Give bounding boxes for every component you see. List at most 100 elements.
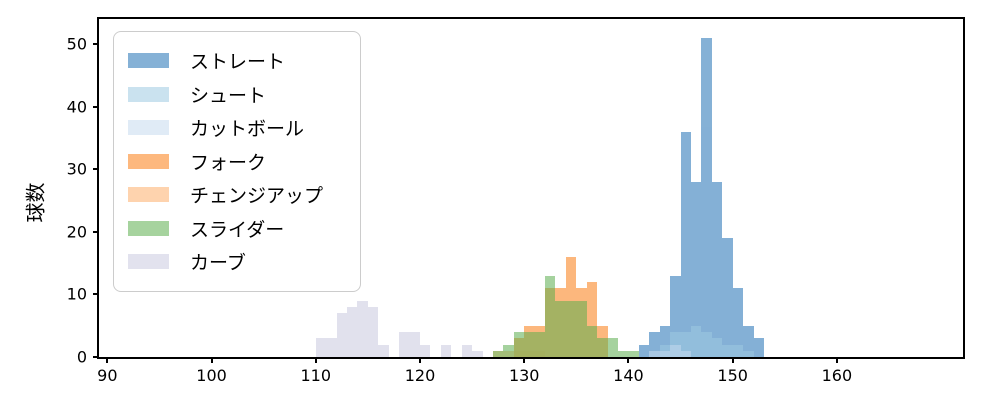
histogram-bar [722,344,733,357]
legend-box: ストレートシュートカットボール フォークチェンジアップ スライダーカーブ [113,31,361,292]
legend-item-1: シュート [128,78,346,112]
histogram-bar [743,350,754,357]
x-tick-label: 120 [404,366,436,385]
histogram-bar [586,281,598,357]
histogram-bar [711,181,723,357]
x-tick-label: 90 [97,366,118,385]
histogram-bar [680,131,691,357]
series-layer-0 [99,19,963,357]
x-tick-label: 130 [508,366,540,385]
histogram-bar [690,181,702,357]
histogram-bar [732,288,744,357]
y-tick-label: 40 [66,97,87,117]
y-tick-mark [93,230,99,233]
y-axis-label: 球数 [23,182,48,223]
legend-label: スライダー [190,218,285,241]
histogram-bar [670,275,681,357]
legend-swatch-icon [128,86,169,102]
histogram-bar [492,350,504,357]
y-tick-label: 10 [66,284,87,304]
legend-item-5: スライダー [128,212,346,246]
y-tick-mark [93,356,99,358]
histogram-bar [513,332,525,357]
x-tick-mark [106,357,109,363]
legend-swatch-icon [128,254,169,270]
x-tick-mark [731,357,734,363]
y-tick-mark [93,43,99,46]
x-tick-label: 100 [196,366,227,385]
series-layer-5 [99,19,963,357]
histogram-bar [670,344,681,357]
histogram-bar [638,344,650,357]
y-tick-mark [93,168,99,171]
series-layer-6 [99,19,963,357]
histogram-bar [659,350,671,357]
series-layer-2 [99,19,963,357]
legend-label: カットボール [190,118,305,141]
histogram-bar [347,306,358,357]
histogram-bar [690,325,702,357]
y-tick-mark [93,293,99,296]
legend-swatch-icon [128,120,169,136]
histogram-bar [618,350,629,357]
histogram-bar [711,338,723,357]
legend-item-4: チェンジアップ [128,178,346,212]
histogram-bar [524,332,535,357]
histogram-bar [367,306,379,357]
histogram-bar [753,338,764,357]
y-tick-mark [93,105,99,108]
histogram-bar [315,338,327,357]
legend-label: シュート [190,84,267,107]
histogram-bar [440,344,452,357]
y-tick-label: 0 [76,347,87,367]
histogram-bar [732,344,744,357]
histogram-bar [378,344,389,357]
histogram-bar [534,332,546,357]
histogram-bar [722,238,733,357]
legend-item-0: ストレート [128,44,346,78]
x-tick-mark [210,357,213,363]
legend-item-2: カットボール [128,111,346,145]
histogram-bar [649,350,660,357]
x-tick-label: 110 [300,366,332,385]
histogram-bar [680,350,691,357]
legend-label: カーブ [190,252,246,275]
histogram-bar [420,344,431,357]
x-tick-mark [627,357,630,363]
legend-item-3: フォーク [128,145,346,179]
histogram-bar [545,275,556,357]
histogram-layers [99,19,963,357]
histogram-bar [607,338,618,357]
histogram-bar [555,300,566,357]
x-tick-label: 160 [821,366,853,385]
x-tick-label: 150 [717,366,748,385]
legend-label: チェンジアップ [190,185,324,208]
histogram-bar [399,332,410,357]
y-tick-label: 30 [66,159,87,179]
histogram-bar [326,338,337,357]
y-tick-label: 50 [66,34,87,54]
plot-area: 90 100 110 120 130 140 150 160 0 10 20 30 40 50 ストレー… [67,17,965,385]
histogram-bar [357,300,368,357]
histogram-bar [565,300,577,357]
histogram-bar [336,313,348,357]
histogram-bar [461,344,473,357]
histogram-bar [649,332,660,357]
legend-label: フォーク [190,151,267,174]
legend-swatch-icon [128,187,169,203]
legend-label: ストレート [190,51,286,74]
histogram-bar [503,344,514,357]
y-tick-label: 20 [66,222,87,242]
histogram-bar [472,350,483,357]
x-tick-mark [523,357,526,363]
histogram-bar [586,325,598,357]
histogram-bar [680,332,691,357]
histogram-bar [659,325,671,357]
x-tick-label: 140 [613,366,644,385]
histogram-bar [576,300,587,357]
legend-swatch-icon [128,153,169,169]
legend-swatch-icon [128,220,169,236]
histogram-bar [743,325,754,357]
histogram-bar [701,332,712,357]
